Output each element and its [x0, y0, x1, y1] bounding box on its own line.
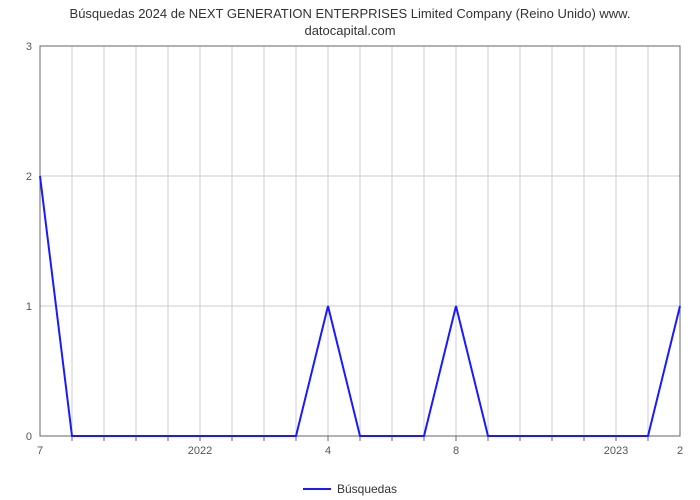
svg-text:3: 3 [26, 41, 32, 53]
svg-text:4: 4 [325, 445, 331, 457]
chart-plot-area: 0 1 2 3 7 2022 4 8 2023 2 [0, 0, 700, 500]
svg-text:1: 1 [26, 301, 32, 313]
svg-text:2: 2 [26, 171, 32, 183]
svg-text:2023: 2023 [604, 445, 628, 457]
svg-text:7: 7 [37, 445, 43, 457]
svg-text:2022: 2022 [188, 445, 212, 457]
svg-text:0: 0 [26, 431, 32, 443]
chart-legend: Búsquedas [0, 482, 700, 496]
searches-line-chart: Búsquedas 2024 de NEXT GENERATION ENTERP… [0, 0, 700, 500]
legend-label: Búsquedas [337, 482, 397, 496]
svg-text:8: 8 [453, 445, 459, 457]
svg-text:2: 2 [677, 445, 683, 457]
legend-swatch [303, 488, 331, 490]
